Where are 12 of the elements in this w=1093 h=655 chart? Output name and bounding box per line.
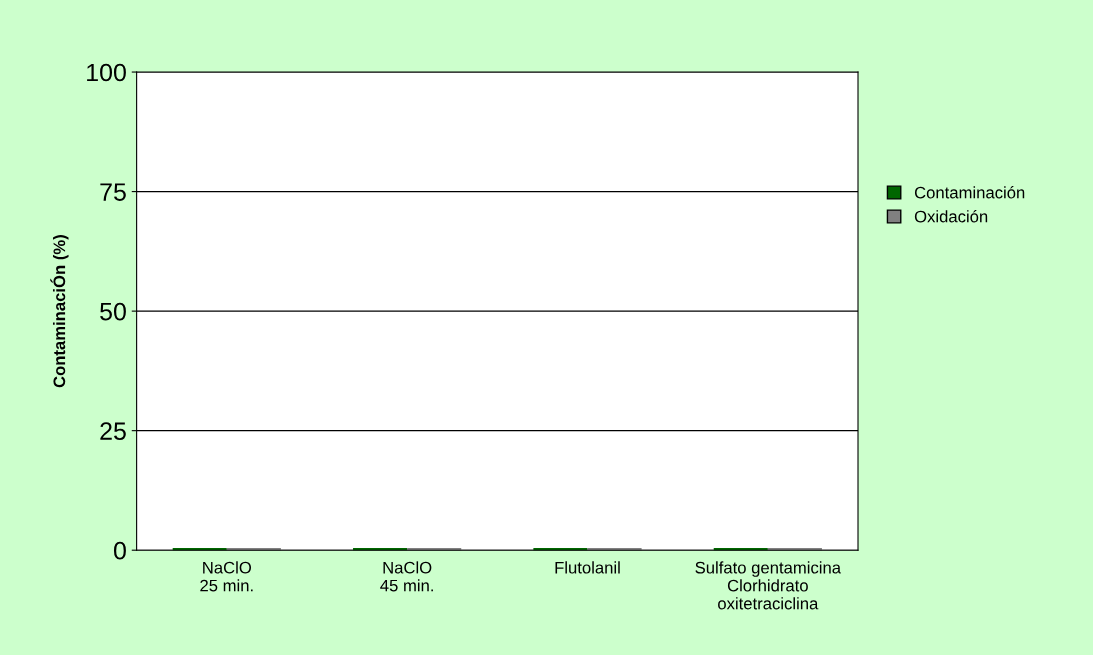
y-tick-label: 75 bbox=[100, 183, 126, 201]
y-tick-label: 50 bbox=[100, 302, 126, 321]
x-tick-label: Flutolanil bbox=[555, 561, 620, 574]
x-tick-label: NaClO 45 min. bbox=[380, 561, 433, 592]
y-axis-title: ContaminaciÓn (%) bbox=[50, 235, 69, 388]
y-tick-label: 25 bbox=[100, 422, 126, 440]
y-tick-label: 0 bbox=[113, 541, 126, 560]
y-tick-label: 100 bbox=[87, 63, 126, 82]
x-tick-label: NaClO 25 min. bbox=[200, 561, 253, 592]
legend-label: Oxidación bbox=[914, 209, 988, 223]
x-tick-label: Sulfato gentamicina Clorhidrato oxitetraciclina bbox=[695, 561, 842, 610]
legend-label: Contaminación bbox=[914, 186, 1025, 199]
